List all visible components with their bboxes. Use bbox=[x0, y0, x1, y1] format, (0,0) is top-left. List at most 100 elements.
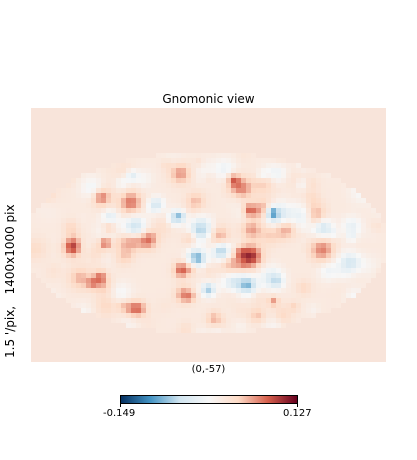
map-cell bbox=[181, 328, 186, 333]
map-cell bbox=[51, 283, 56, 288]
map-cell bbox=[271, 228, 276, 233]
map-cell bbox=[286, 168, 291, 173]
map-cell bbox=[261, 253, 266, 258]
map-cell bbox=[226, 218, 231, 223]
map-cell bbox=[336, 273, 341, 278]
map-cell bbox=[191, 248, 196, 253]
map-cell bbox=[56, 223, 61, 228]
map-cell bbox=[276, 253, 281, 258]
map-cell bbox=[281, 238, 286, 243]
map-cell bbox=[161, 298, 166, 303]
map-cell bbox=[326, 283, 331, 288]
map-cell bbox=[236, 278, 241, 283]
map-cell bbox=[231, 218, 236, 223]
map-cell bbox=[46, 213, 51, 218]
map-cell bbox=[126, 268, 131, 273]
map-cell bbox=[121, 173, 126, 178]
map-cell bbox=[276, 178, 281, 183]
map-cell bbox=[191, 218, 196, 223]
map-cell bbox=[236, 193, 241, 198]
map-cell bbox=[211, 158, 216, 163]
map-cell bbox=[211, 188, 216, 193]
map-cell bbox=[131, 243, 136, 248]
map-cell bbox=[201, 293, 206, 298]
map-cell bbox=[306, 178, 311, 183]
map-cell bbox=[51, 273, 56, 278]
map-cell bbox=[246, 268, 251, 273]
map-cell bbox=[236, 208, 241, 213]
map-cell bbox=[256, 313, 261, 318]
map-cell bbox=[231, 253, 236, 258]
map-cell bbox=[51, 208, 56, 213]
map-cell bbox=[41, 238, 46, 243]
map-cell bbox=[226, 223, 231, 228]
map-cell bbox=[266, 238, 271, 243]
map-cell bbox=[156, 268, 161, 273]
map-cell bbox=[251, 193, 256, 198]
map-cell bbox=[156, 168, 161, 173]
map-cell bbox=[251, 308, 256, 313]
map-cell bbox=[276, 203, 281, 208]
map-cell bbox=[296, 298, 301, 303]
map-cell bbox=[231, 233, 236, 238]
map-cell bbox=[206, 298, 211, 303]
map-cell bbox=[196, 198, 201, 203]
map-cell bbox=[201, 328, 206, 333]
map-cell bbox=[156, 183, 161, 188]
map-heatmap bbox=[31, 153, 386, 333]
map-cell bbox=[141, 198, 146, 203]
map-cell bbox=[116, 283, 121, 288]
map-cell bbox=[286, 248, 291, 253]
map-cell bbox=[221, 253, 226, 258]
map-cell bbox=[246, 158, 251, 163]
map-cell bbox=[181, 238, 186, 243]
map-cell bbox=[256, 188, 261, 193]
map-cell bbox=[286, 303, 291, 308]
map-cell bbox=[76, 203, 81, 208]
map-cell bbox=[356, 203, 361, 208]
map-cell bbox=[211, 308, 216, 313]
map-cell bbox=[66, 263, 71, 268]
map-cell bbox=[191, 288, 196, 293]
map-cell bbox=[251, 183, 256, 188]
map-cell bbox=[51, 248, 56, 253]
map-cell bbox=[311, 203, 316, 208]
map-cell bbox=[166, 238, 171, 243]
colorbar-max-label: 0.127 bbox=[283, 408, 312, 419]
map-cell bbox=[96, 198, 101, 203]
map-cell bbox=[61, 223, 66, 228]
map-cell bbox=[286, 283, 291, 288]
map-cell bbox=[246, 258, 251, 263]
map-cell bbox=[186, 158, 191, 163]
map-cell bbox=[191, 233, 196, 238]
map-cell bbox=[96, 173, 101, 178]
map-cell bbox=[131, 213, 136, 218]
map-cell bbox=[221, 318, 226, 323]
map-cell bbox=[341, 188, 346, 193]
map-cell bbox=[171, 248, 176, 253]
map-cell bbox=[286, 178, 291, 183]
map-cell bbox=[206, 303, 211, 308]
map-cell bbox=[96, 298, 101, 303]
map-cell bbox=[216, 258, 221, 263]
map-cell bbox=[106, 203, 111, 208]
map-cell bbox=[136, 258, 141, 263]
map-cell bbox=[321, 218, 326, 223]
map-cell bbox=[226, 168, 231, 173]
map-cell bbox=[216, 278, 221, 283]
map-cell bbox=[226, 268, 231, 273]
map-cell bbox=[351, 278, 356, 283]
map-cell bbox=[96, 258, 101, 263]
map-cell bbox=[116, 183, 121, 188]
map-cell bbox=[216, 233, 221, 238]
map-cell bbox=[181, 288, 186, 293]
map-cell bbox=[171, 293, 176, 298]
map-cell bbox=[326, 293, 331, 298]
map-cell bbox=[281, 173, 286, 178]
map-cell bbox=[266, 293, 271, 298]
map-cell bbox=[251, 293, 256, 298]
map-cell bbox=[46, 228, 51, 233]
map-cell bbox=[301, 208, 306, 213]
map-cell bbox=[71, 218, 76, 223]
map-cell bbox=[241, 263, 246, 268]
